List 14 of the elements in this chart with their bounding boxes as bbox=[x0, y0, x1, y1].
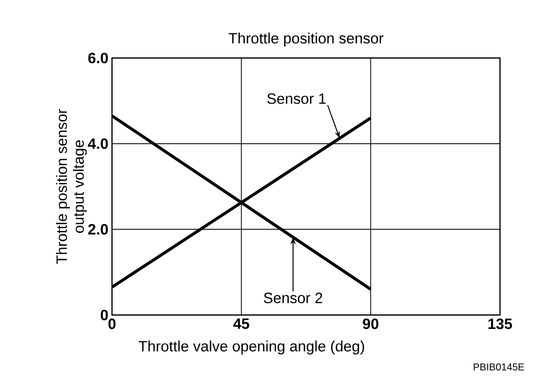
y-tick-label: 4.0 bbox=[88, 138, 108, 149]
y-tick-label: 0 bbox=[100, 310, 108, 320]
y-axis-title: Throttle position sensor output voltage bbox=[56, 109, 87, 264]
text: Sensor 1 bbox=[267, 93, 326, 104]
x-tick-label: 0 bbox=[108, 318, 116, 330]
series-label: Sensor 2 bbox=[264, 292, 322, 304]
x-tick-label: 45 bbox=[233, 318, 250, 329]
y-tick-label: 6.0 bbox=[88, 52, 108, 64]
y-tick-label: 2.0 bbox=[88, 224, 108, 235]
x-axis-title: Throttle valve opening angle (deg) bbox=[138, 340, 364, 354]
x-tick-label: 135 bbox=[488, 318, 512, 330]
text: PBIB0145E bbox=[474, 363, 524, 370]
x-tick-label: 90 bbox=[362, 318, 378, 330]
chart-title: Throttle position sensor bbox=[228, 32, 384, 46]
